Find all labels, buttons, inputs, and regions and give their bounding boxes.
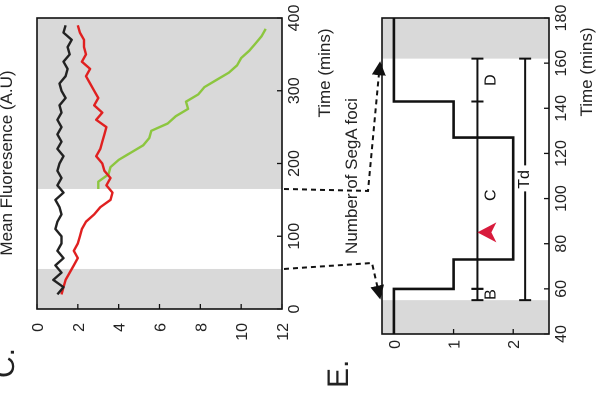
chart-c-series-green (97, 28, 267, 189)
chart-e-span-c-label: C (482, 189, 499, 201)
chart-e-time-tick-label: 80 (553, 235, 570, 253)
connector-arrows (283, 61, 386, 300)
chart-e-span-b-label: B (482, 289, 499, 300)
chart-e-plot: Td B C D (392, 18, 535, 334)
chart-c-series-red (60, 24, 114, 295)
chart-c-xlabel: Time (mins) (315, 28, 334, 117)
chart-e-frame (381, 17, 550, 335)
chart-c-time-tick-label: 200 (286, 150, 303, 177)
chart-e-time-tick-label: 140 (553, 95, 570, 122)
chart-e-red-arrow-marker (477, 222, 497, 243)
chart-e-ticks: 0 1 2 40 60 80 100 120 140 160 180 (387, 5, 570, 349)
chart-e-span-td-label: Td (516, 170, 533, 189)
chart-e-time-tick-label: 180 (553, 5, 570, 32)
chart-e-value-tick-label: 0 (387, 340, 404, 349)
chart-e-shade-0 (382, 300, 549, 334)
chart-c-ylabel: Mean Fluoresence (A.U) (0, 70, 16, 255)
chart-e-shade-1 (382, 18, 549, 59)
chart-e-span-d-label: D (482, 74, 499, 86)
chart-e-xlabel: Time (mins) (577, 27, 596, 116)
chart-c-shade-1 (37, 18, 282, 189)
chart-c-shaded-regions (37, 18, 282, 309)
chart-c-time-tick-label: 300 (286, 77, 303, 104)
chart-e-time-tick-label: 60 (553, 280, 570, 298)
chart-c-value-tick-label: 2 (71, 323, 88, 332)
chart-c-ticks: 0 2 4 6 8 10 12 0 100 200 300 400 (30, 5, 303, 341)
chart-c-value-tick-label: 6 (153, 323, 170, 332)
chart-e-time-tick-label: 40 (553, 325, 570, 343)
chart-e-foci-step-line (392, 18, 515, 334)
chart-e-span-td-label-bg (516, 165, 535, 192)
chart-e-value-tick-label: 1 (447, 340, 464, 349)
chart-c-value-tick-label: 0 (30, 323, 47, 332)
panel-e-letter: E. (322, 360, 355, 388)
chart-e-time-tick-label: 100 (553, 185, 570, 212)
chart-e: Td B C D 0 1 2 40 60 80 100 120 140 160 180 Number of… (342, 5, 596, 349)
connector-arrow-end (283, 61, 386, 192)
chart-c-shade-0 (37, 268, 282, 309)
connector-arrow-start (283, 261, 385, 300)
panel-c-letter: C. (0, 348, 21, 378)
chart-c-time-tick-label: 400 (286, 5, 303, 32)
chart-c-series-black (52, 24, 73, 296)
chart-c-time-tick-label: 100 (286, 223, 303, 250)
chart-c-value-tick-label: 12 (275, 323, 292, 341)
chart-c: 0 2 4 6 8 10 12 0 100 200 300 400 Mean Fluoresence … (0, 5, 334, 341)
chart-c-series (52, 24, 267, 296)
chart-e-shaded-regions (382, 18, 549, 334)
chart-e-ylabel: Number of SegA foci (342, 98, 361, 254)
chart-e-time-tick-label: 160 (553, 50, 570, 77)
chart-c-value-tick-label: 4 (112, 323, 129, 332)
chart-c-value-tick-label: 8 (193, 323, 210, 332)
chart-e-value-tick-label: 2 (506, 340, 523, 349)
chart-c-value-tick-label: 10 (234, 323, 251, 341)
chart-c-time-tick-label: 0 (286, 304, 303, 313)
chart-e-time-tick-label: 120 (553, 140, 570, 167)
